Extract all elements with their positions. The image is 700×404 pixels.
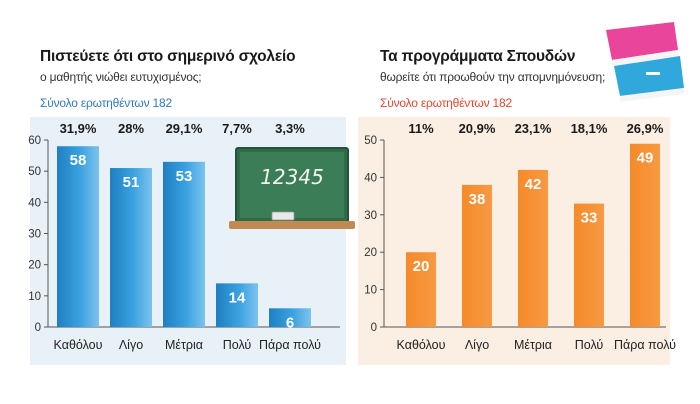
right-chart-subtitle: θωρείτε ότι προωθούν την απομνημόνευση; [380, 70, 606, 84]
left-y-tick-label: 50 [28, 166, 41, 178]
left-y-tick-label: 60 [28, 135, 41, 147]
left-category-label: Μέτρια [165, 338, 203, 352]
right-bar-value-label: 20 [413, 258, 430, 275]
right-percentage-label: 26,9% [627, 121, 664, 136]
left-percentage-label: 29,1% [166, 121, 203, 136]
left-percentage-label: 31,9% [60, 121, 97, 136]
left-category-label: Πάρα πολύ [259, 338, 321, 352]
right-y-tick-label: 10 [364, 285, 377, 297]
chalkboard-icon: 12345 [229, 147, 355, 229]
right-percentage-label: 23,1% [515, 121, 552, 136]
right-category-label: Μέτρια [514, 338, 552, 352]
right-y-tick-label: 30 [364, 210, 377, 222]
right-y-tick-label: 20 [364, 247, 377, 259]
left-chart-title: Πιστεύετε ότι στο σημερινό σχολείο [40, 48, 296, 65]
right-bar [574, 203, 604, 327]
left-bar-chart: 0 10 20 30 40 50 60 58 31,9% Καθόλου 51 28% Λίγο 53 29… [28, 121, 340, 352]
left-category-label: Πολύ [223, 338, 252, 352]
right-chart-title: Τα προγράμματα Σπουδών [380, 48, 576, 65]
left-bar-value-label: 58 [70, 152, 87, 169]
right-y-tick-label: 50 [364, 135, 377, 147]
left-percentage-label: 3,3% [275, 121, 305, 136]
right-bar [462, 184, 492, 327]
right-y-tick-label: 40 [364, 172, 377, 184]
left-percentage-label: 7,7% [222, 121, 252, 136]
left-category-label: Καθόλου [54, 338, 103, 352]
right-bar-value-label: 38 [469, 191, 486, 208]
left-percentage-label: 28% [118, 121, 144, 136]
left-bar-value-label: 6 [286, 314, 294, 331]
right-percentage-label: 20,9% [459, 121, 496, 136]
left-y-tick-label: 30 [28, 229, 41, 241]
left-y-tick-label: 20 [28, 260, 41, 272]
left-y-tick-label: 0 [35, 322, 41, 334]
right-percentage-label: 18,1% [571, 121, 608, 136]
left-bar [163, 161, 205, 327]
right-chart-total: Σύνολο ερωτηθέντων 182 [380, 96, 512, 110]
left-bar [269, 308, 311, 327]
left-chart-total: Σύνολο ερωτηθέντων 182 [40, 96, 172, 110]
left-bar-value-label: 51 [123, 174, 140, 191]
right-category-label: Καθόλου [397, 338, 446, 352]
left-y-tick-label: 10 [28, 291, 41, 303]
right-bar-value-label: 33 [581, 210, 598, 227]
right-category-label: Πάρα πολύ [614, 338, 676, 352]
left-bar-value-label: 14 [229, 289, 246, 306]
left-chart-subtitle: ο μαθητής νιώθει ευτυχισμένος; [40, 70, 202, 84]
right-percentage-label: 11% [408, 121, 434, 136]
left-bar [216, 283, 258, 327]
chalk-text: 12345 [260, 165, 324, 189]
left-category-label: Λίγο [119, 338, 143, 352]
right-bar-chart: 0 10 20 30 40 50 20 11% Καθόλου 38 20,9% Λίγο 42 23,1… [364, 121, 676, 352]
left-bar-value-label: 53 [176, 168, 193, 185]
right-category-label: Πολύ [575, 338, 604, 352]
left-bar [110, 168, 152, 327]
left-y-tick-label: 40 [28, 197, 41, 209]
left-bar [57, 146, 99, 327]
right-bar-value-label: 49 [637, 150, 654, 167]
right-bar [518, 169, 548, 327]
right-bar-value-label: 42 [525, 176, 542, 193]
right-bar [630, 143, 660, 327]
right-category-label: Λίγο [465, 338, 489, 352]
right-bar [406, 252, 436, 327]
books-icon [606, 22, 684, 102]
right-y-tick-label: 0 [371, 322, 377, 334]
